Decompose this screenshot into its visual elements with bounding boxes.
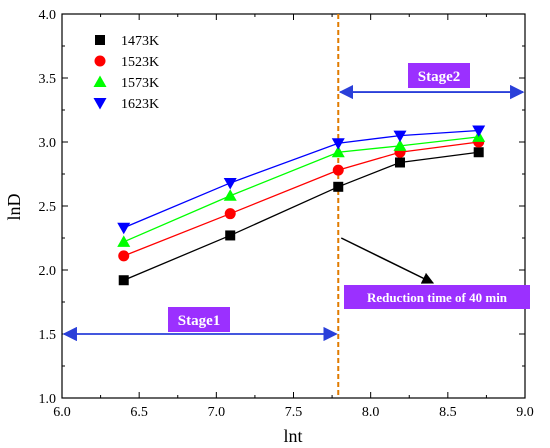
data-point-1623K	[223, 177, 237, 190]
legend-marker-1523K	[94, 55, 106, 67]
y-axis-title: lnD	[4, 193, 24, 220]
reduction-note-arrow	[340, 237, 435, 284]
x-tick-label: 7.0	[208, 405, 226, 420]
data-point-1473K	[333, 181, 344, 192]
x-tick-label: 6.5	[130, 405, 148, 420]
data-point-1473K	[225, 230, 236, 241]
x-tick-label: 8.5	[439, 405, 457, 420]
series-markers	[117, 125, 486, 286]
stage1-label: Stage1	[178, 313, 221, 329]
legend-label-1523K: 1523K	[121, 55, 159, 70]
stage2-label: Stage2	[418, 69, 461, 85]
data-point-1573K	[331, 145, 345, 158]
data-point-1573K	[117, 235, 131, 247]
data-point-1473K	[118, 275, 129, 286]
reduction-note-label: Reduction time of 40 min	[367, 290, 508, 305]
series-lines	[123, 129, 479, 281]
data-point-1523K	[118, 250, 130, 262]
legend-label-1573K: 1573K	[121, 76, 159, 91]
series-line-1623K	[123, 129, 479, 229]
y-tick-label: 3.0	[39, 136, 57, 151]
data-point-1623K	[117, 222, 131, 235]
series-line-1473K	[123, 151, 479, 281]
data-point-1523K	[332, 164, 344, 176]
reduction-note-box	[344, 285, 530, 309]
y-tick-label: 4.0	[39, 8, 57, 23]
legend-marker-1473K	[95, 35, 105, 45]
data-point-1473K	[394, 157, 405, 168]
stage1-box	[168, 307, 230, 332]
x-tick-label: 6.0	[53, 405, 71, 420]
legend-label-1623K: 1623K	[121, 97, 159, 112]
legend-marker-1573K	[93, 75, 107, 87]
y-tick-label: 1.0	[39, 392, 57, 407]
legend-label-1473K: 1473K	[121, 34, 159, 49]
legend: 1473K 1523K 1573K 1623K	[93, 34, 159, 112]
data-point-1573K	[223, 189, 237, 201]
data-point-1623K	[393, 130, 407, 143]
series-line-1573K	[123, 136, 479, 243]
y-tick-label: 3.5	[39, 72, 57, 87]
data-point-1623K	[331, 138, 345, 150]
stage2-box	[408, 63, 470, 88]
x-axis-ticks: 6.0 6.5 7.0 7.5 8.0 8.5 9.0	[53, 14, 534, 420]
data-point-1473K	[473, 147, 484, 158]
y-tick-label: 1.5	[39, 328, 57, 343]
legend-marker-1623K	[93, 98, 107, 110]
x-tick-label: 9.0	[516, 405, 534, 420]
annotations: Stage1 Stage2 Reduction time of 40 min	[62, 14, 530, 398]
x-axis-title: lnt	[283, 426, 302, 446]
x-tick-label: 7.5	[285, 405, 303, 420]
y-tick-label: 2.5	[39, 200, 57, 215]
y-axis-ticks: 1.0 1.5 2.0 2.5 3.0 3.5 4.0	[39, 8, 525, 407]
y-tick-label: 2.0	[39, 264, 57, 279]
data-point-1573K	[393, 139, 407, 151]
x-tick-label: 8.0	[362, 405, 380, 420]
data-point-1623K	[472, 125, 486, 137]
data-point-1523K	[224, 208, 236, 220]
